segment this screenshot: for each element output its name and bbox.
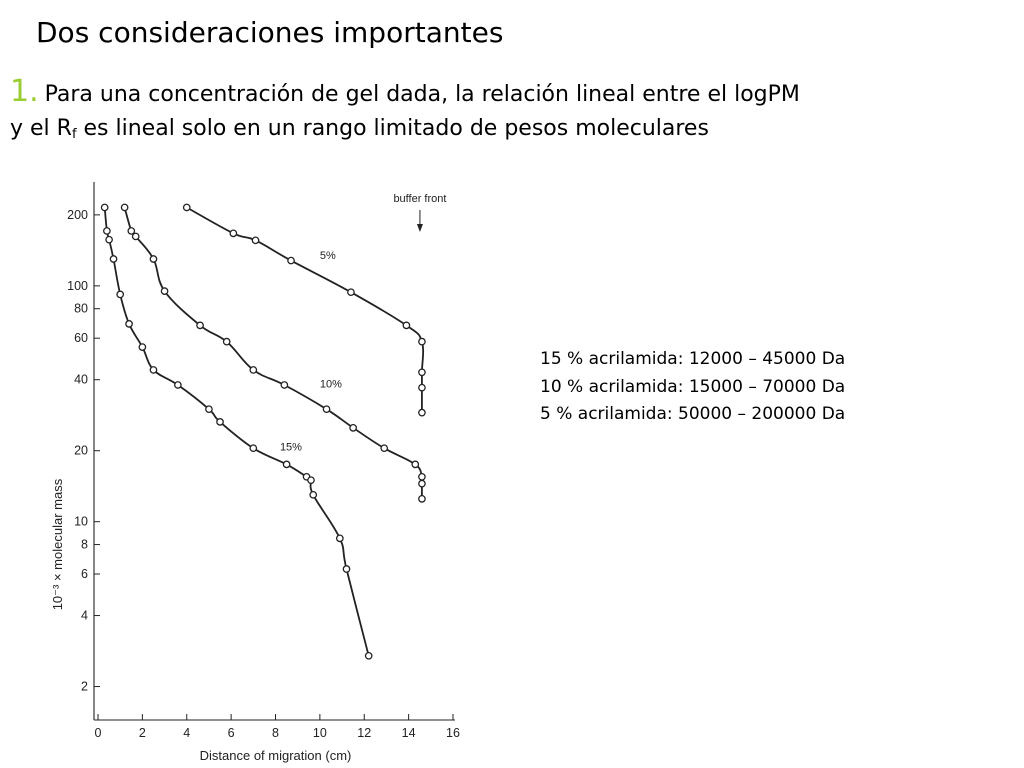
data-point [307, 476, 315, 485]
data-point [100, 203, 109, 212]
data-point [205, 405, 213, 414]
y-tick-label: 6 [81, 567, 88, 581]
x-tick-label: 12 [357, 726, 371, 740]
y-tick-label: 8 [81, 538, 88, 552]
data-point [174, 381, 182, 389]
chart-points [100, 203, 426, 660]
data-point [418, 494, 426, 503]
data-point [216, 418, 224, 426]
data-point [149, 255, 158, 263]
y-tick-label: 100 [67, 279, 88, 293]
data-point [131, 232, 140, 241]
data-point [249, 366, 258, 374]
data-point [309, 490, 318, 499]
data-point [282, 460, 291, 469]
y-tick-label: 4 [81, 609, 88, 623]
chart-curves [103, 206, 425, 657]
data-point [418, 408, 426, 417]
data-point [287, 256, 295, 265]
y-tick-label: 20 [74, 444, 88, 458]
data-point [418, 383, 426, 392]
data-point [196, 321, 204, 330]
y-tick-label: 2 [81, 680, 88, 694]
data-point [322, 405, 331, 414]
x-tick-label: 0 [95, 726, 102, 740]
x-tick-label: 4 [183, 726, 190, 740]
data-point [411, 460, 420, 469]
y-tick-label: 10 [74, 515, 88, 529]
data-point [127, 227, 136, 235]
series-curve-2 [103, 207, 370, 657]
y-tick-label: 60 [74, 331, 88, 345]
series-label: 15% [280, 442, 302, 454]
data-point [222, 337, 231, 346]
chart-labels: buffer front 5% 10% 15% [280, 193, 447, 454]
data-point [418, 337, 426, 346]
point-number: 1. [10, 74, 39, 109]
data-point [418, 472, 426, 481]
data-point [402, 321, 411, 330]
point-text2-pre: y el R [10, 116, 72, 141]
x-axis-label: Distance of migration (cm) [200, 748, 352, 763]
data-point [280, 381, 289, 389]
buffer-front-label: buffer front [393, 193, 446, 205]
x-tick-label: 16 [446, 726, 460, 740]
range-10: 10 % acrilamida: 15000 – 70000 Da [540, 376, 846, 397]
point-text2-post: es lineal solo en un rango limitado de p… [76, 116, 709, 141]
data-point [160, 287, 169, 295]
data-point [249, 444, 258, 453]
buffer-front-arrow-head [416, 224, 423, 232]
y-axis-label: 10⁻³ × molecular mass [50, 478, 65, 610]
data-point [149, 366, 158, 374]
series-curve-0 [186, 206, 425, 413]
data-point [349, 423, 358, 432]
series-label: 10% [320, 379, 342, 391]
data-point [120, 203, 129, 212]
x-tick-label: 6 [228, 726, 235, 740]
data-point [103, 227, 111, 235]
data-point [347, 288, 355, 297]
slide-title: Dos consideraciones importantes [36, 16, 504, 49]
data-point [364, 651, 373, 660]
data-point [251, 236, 260, 245]
point-1-line1: 1. Para una concentración de gel dada, la… [10, 74, 800, 109]
x-tick-label: 2 [139, 726, 146, 740]
data-point [342, 565, 351, 573]
range-15: 15 % acrilamida: 12000 – 45000 Da [540, 349, 846, 369]
range-notes: 15 % acrilamida: 12000 – 45000 Da 10 % a… [540, 346, 845, 429]
x-tick-label: 14 [402, 726, 416, 740]
series-curve-1 [123, 207, 424, 499]
x-tick-label: 10 [313, 726, 327, 740]
data-point [125, 320, 133, 328]
point-text: Para una concentración de gel dada, la r… [44, 82, 800, 107]
data-point [335, 534, 344, 543]
y-tick-label: 80 [74, 302, 88, 316]
point-text2-sub: f [71, 127, 77, 142]
data-point [116, 290, 125, 299]
data-point [105, 235, 113, 244]
x-tick-label: 8 [272, 726, 279, 740]
data-point [182, 203, 191, 212]
data-point [418, 479, 426, 488]
y-tick-label: 40 [74, 373, 88, 387]
data-point [109, 255, 118, 263]
y-tick-label: 200 [67, 208, 88, 222]
data-point [138, 343, 147, 351]
chart-axes: 0 2 4 6 8 10 12 14 16 2 4 6 8 10 20 40 60 80 100 200 Distanc… [50, 182, 460, 763]
data-point [229, 229, 238, 238]
migration-chart: 0 2 4 6 8 10 12 14 16 2 4 6 8 10 20 40 60 80 100 200 Distanc… [50, 182, 460, 763]
data-point [380, 444, 389, 453]
data-point [418, 368, 426, 377]
series-label: 5% [320, 250, 336, 262]
point-1-line2: y el Rf es lineal solo en un rango limit… [10, 116, 709, 142]
range-5: 5 % acrilamida: 50000 – 200000 Da [540, 404, 846, 424]
